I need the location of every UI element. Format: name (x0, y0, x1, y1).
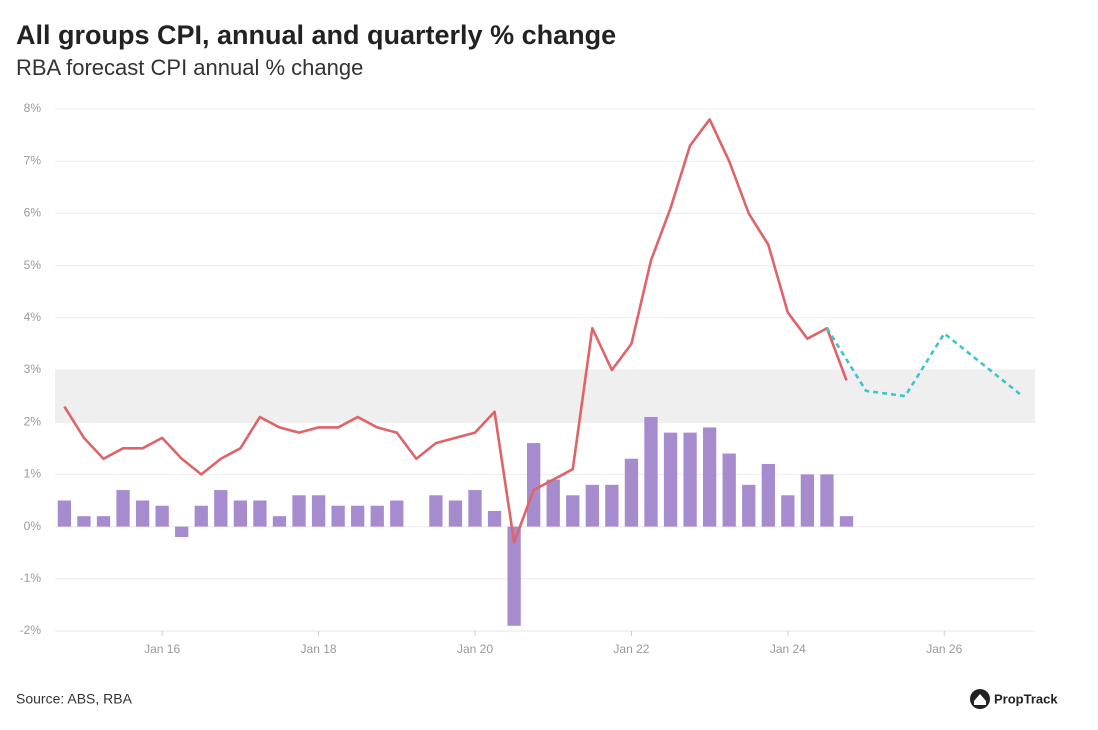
y-tick-label: 1% (24, 467, 42, 481)
source: Source: ABS, RBA (16, 691, 133, 707)
bar (57, 500, 72, 527)
bar (390, 500, 404, 527)
bar (781, 495, 795, 527)
bar (77, 516, 91, 527)
bar (644, 416, 658, 527)
chart-title: All groups CPI, annual and quarterly % c… (16, 20, 616, 50)
y-tick-label: -2% (20, 623, 42, 637)
bar (292, 495, 306, 527)
bar (96, 516, 111, 527)
bar (370, 505, 384, 527)
bar (272, 516, 287, 527)
bar (742, 484, 756, 527)
bar (135, 500, 150, 527)
bar (116, 490, 130, 527)
y-tick-label: 8% (24, 101, 42, 115)
y-tick-label: 4% (24, 310, 42, 324)
bar (546, 479, 560, 527)
bar (155, 505, 169, 527)
x-tick-label: Jan 16 (144, 642, 180, 656)
brand: PropTrack (994, 691, 1058, 706)
bar (605, 484, 619, 527)
x-tick-label: Jan 18 (301, 642, 337, 656)
bar (429, 495, 443, 527)
y-tick-label: -1% (20, 571, 42, 585)
bar (800, 474, 815, 527)
bar (566, 495, 580, 527)
bar (233, 500, 248, 527)
y-tick-label: 7% (24, 153, 42, 167)
bar (527, 443, 541, 527)
bar (820, 474, 834, 527)
bar (487, 510, 502, 527)
bar (722, 453, 736, 527)
x-tick-label: Jan 20 (457, 642, 493, 656)
bar (253, 500, 267, 527)
bar (448, 500, 463, 527)
x-tick-label: Jan 26 (926, 642, 962, 656)
x-tick-label: Jan 24 (770, 642, 806, 656)
bar (311, 495, 326, 527)
y-tick-label: 3% (24, 362, 42, 376)
bar (585, 484, 599, 527)
y-tick-label: 6% (24, 206, 42, 220)
y-tick-label: 0% (24, 519, 42, 533)
logo-house (974, 694, 986, 705)
y-tick-label: 2% (24, 414, 42, 428)
y-tick-label: 5% (24, 258, 42, 272)
target-band (55, 370, 1035, 423)
bar (214, 490, 228, 527)
line (63, 118, 848, 544)
bar (351, 505, 365, 527)
bar (468, 490, 482, 527)
bar (839, 516, 854, 527)
chart-subtitle: RBA forecast CPI annual % change (16, 55, 363, 80)
bar (624, 458, 639, 527)
bar (761, 463, 775, 527)
bar (331, 505, 345, 527)
bar (663, 432, 678, 527)
bar (702, 427, 717, 527)
bar (683, 432, 697, 527)
x-tick-label: Jan 22 (613, 642, 649, 656)
bar (507, 526, 521, 626)
line (825, 327, 1024, 398)
logo (970, 689, 990, 709)
bar (194, 505, 208, 527)
bar (175, 526, 189, 538)
